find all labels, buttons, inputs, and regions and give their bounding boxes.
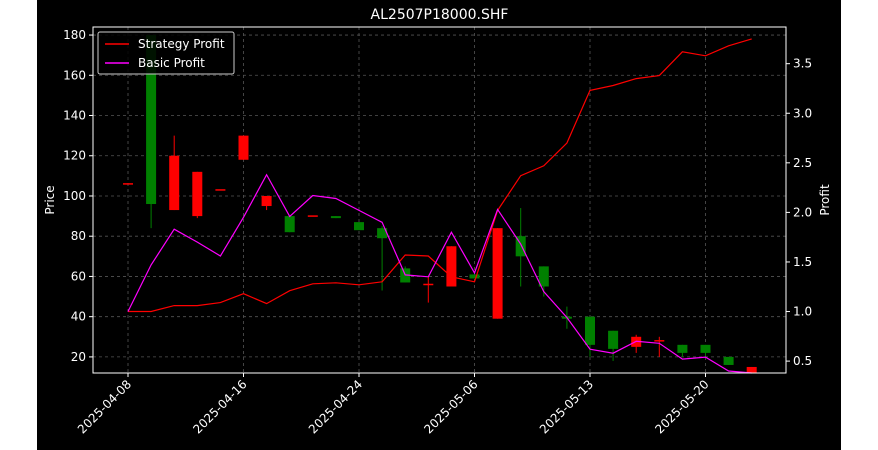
candle-body [377, 228, 388, 239]
left-tick-label: 40 [71, 310, 86, 324]
left-tick-label: 100 [63, 189, 86, 203]
left-tick-label: 80 [71, 229, 86, 243]
candle-body [307, 215, 318, 217]
legend-label-strategy: Strategy Profit [138, 37, 225, 51]
profit-lines [127, 38, 752, 374]
candle-body [238, 135, 249, 160]
x-tick-label: 2025-05-20 [652, 377, 711, 436]
candle-body [723, 356, 734, 365]
left-axis-label: Price [43, 185, 57, 214]
chart-title: AL2507P18000.SHF [371, 7, 509, 23]
x-tick-label: 2025-04-24 [306, 377, 365, 436]
left-tick-label: 20 [71, 350, 86, 364]
right-tick-label: 2.0 [793, 205, 812, 219]
left-tick-label: 160 [63, 68, 86, 82]
right-axis-ticks: 0.5 1.0 1.5 2.0 2.5 3.0 3.5 [786, 57, 812, 368]
left-tick-label: 180 [63, 28, 86, 42]
left-axis-ticks: 20 40 60 80 100 120 140 160 180 [63, 28, 93, 364]
right-tick-label: 0.5 [793, 354, 812, 368]
x-tick-label: 2025-04-16 [190, 377, 249, 436]
right-axis-label: Profit [818, 184, 832, 216]
strategy-profit-line [128, 38, 752, 313]
candle-body [585, 316, 595, 345]
chart-frame: 20 40 60 80 100 120 140 160 180 0.5 1.0 1.5 2.0 2.5 3… [37, 0, 841, 450]
right-tick-label: 3.5 [793, 57, 812, 71]
candle-body [700, 344, 711, 353]
candle-body [608, 330, 619, 349]
left-tick-label: 120 [63, 149, 86, 163]
candle-body [423, 283, 434, 286]
legend-box [97, 31, 235, 75]
candle-body [354, 222, 364, 231]
x-tick-label: 2025-04-08 [75, 377, 134, 436]
candle-body [261, 195, 272, 207]
candle-body [123, 183, 133, 185]
x-tick-label: 2025-05-06 [421, 377, 480, 436]
right-tick-label: 2.5 [793, 156, 812, 170]
legend-label-basic: Basic Profit [138, 56, 205, 70]
candle-body [192, 171, 203, 217]
basic-profit-line [127, 173, 752, 374]
candle-body [677, 344, 688, 353]
candle-body [215, 189, 226, 191]
right-tick-label: 1.5 [793, 255, 812, 269]
candle-body [330, 216, 341, 219]
candle-body [538, 266, 549, 287]
legend: Strategy Profit Basic Profit [97, 31, 235, 75]
left-tick-label: 60 [71, 269, 86, 283]
left-tick-label: 140 [63, 109, 86, 123]
right-tick-label: 3.0 [793, 106, 812, 120]
candle-body [469, 274, 480, 279]
candlestick-chart: 20 40 60 80 100 120 140 160 180 0.5 1.0 1.5 2.0 2.5 3… [43, 7, 832, 436]
candle-body [654, 340, 665, 342]
candle-body [446, 246, 457, 287]
candle-body [169, 155, 180, 211]
candle-body [746, 366, 757, 373]
candle-body [492, 228, 503, 319]
candles [123, 35, 757, 373]
x-axis-ticks: 2025-04-08 2025-04-16 2025-04-24 2025-05-06… [75, 373, 712, 436]
candle-body [284, 216, 295, 233]
candle-body [146, 35, 157, 205]
candle-body [515, 236, 526, 257]
axes-frame [92, 26, 787, 374]
x-tick-label: 2025-05-13 [537, 377, 596, 436]
right-tick-label: 1.0 [793, 305, 812, 319]
